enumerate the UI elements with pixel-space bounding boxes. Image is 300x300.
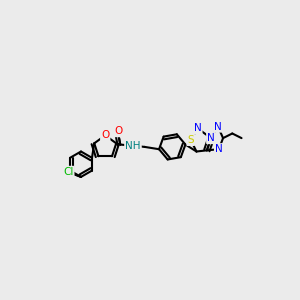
Text: N: N bbox=[194, 123, 202, 134]
Text: NH: NH bbox=[125, 141, 141, 151]
Text: O: O bbox=[101, 130, 110, 140]
Text: O: O bbox=[115, 126, 123, 136]
Text: N: N bbox=[214, 122, 222, 132]
Text: N: N bbox=[207, 133, 215, 143]
Text: S: S bbox=[188, 135, 194, 145]
Text: Cl: Cl bbox=[63, 167, 74, 177]
Text: N: N bbox=[215, 144, 223, 154]
